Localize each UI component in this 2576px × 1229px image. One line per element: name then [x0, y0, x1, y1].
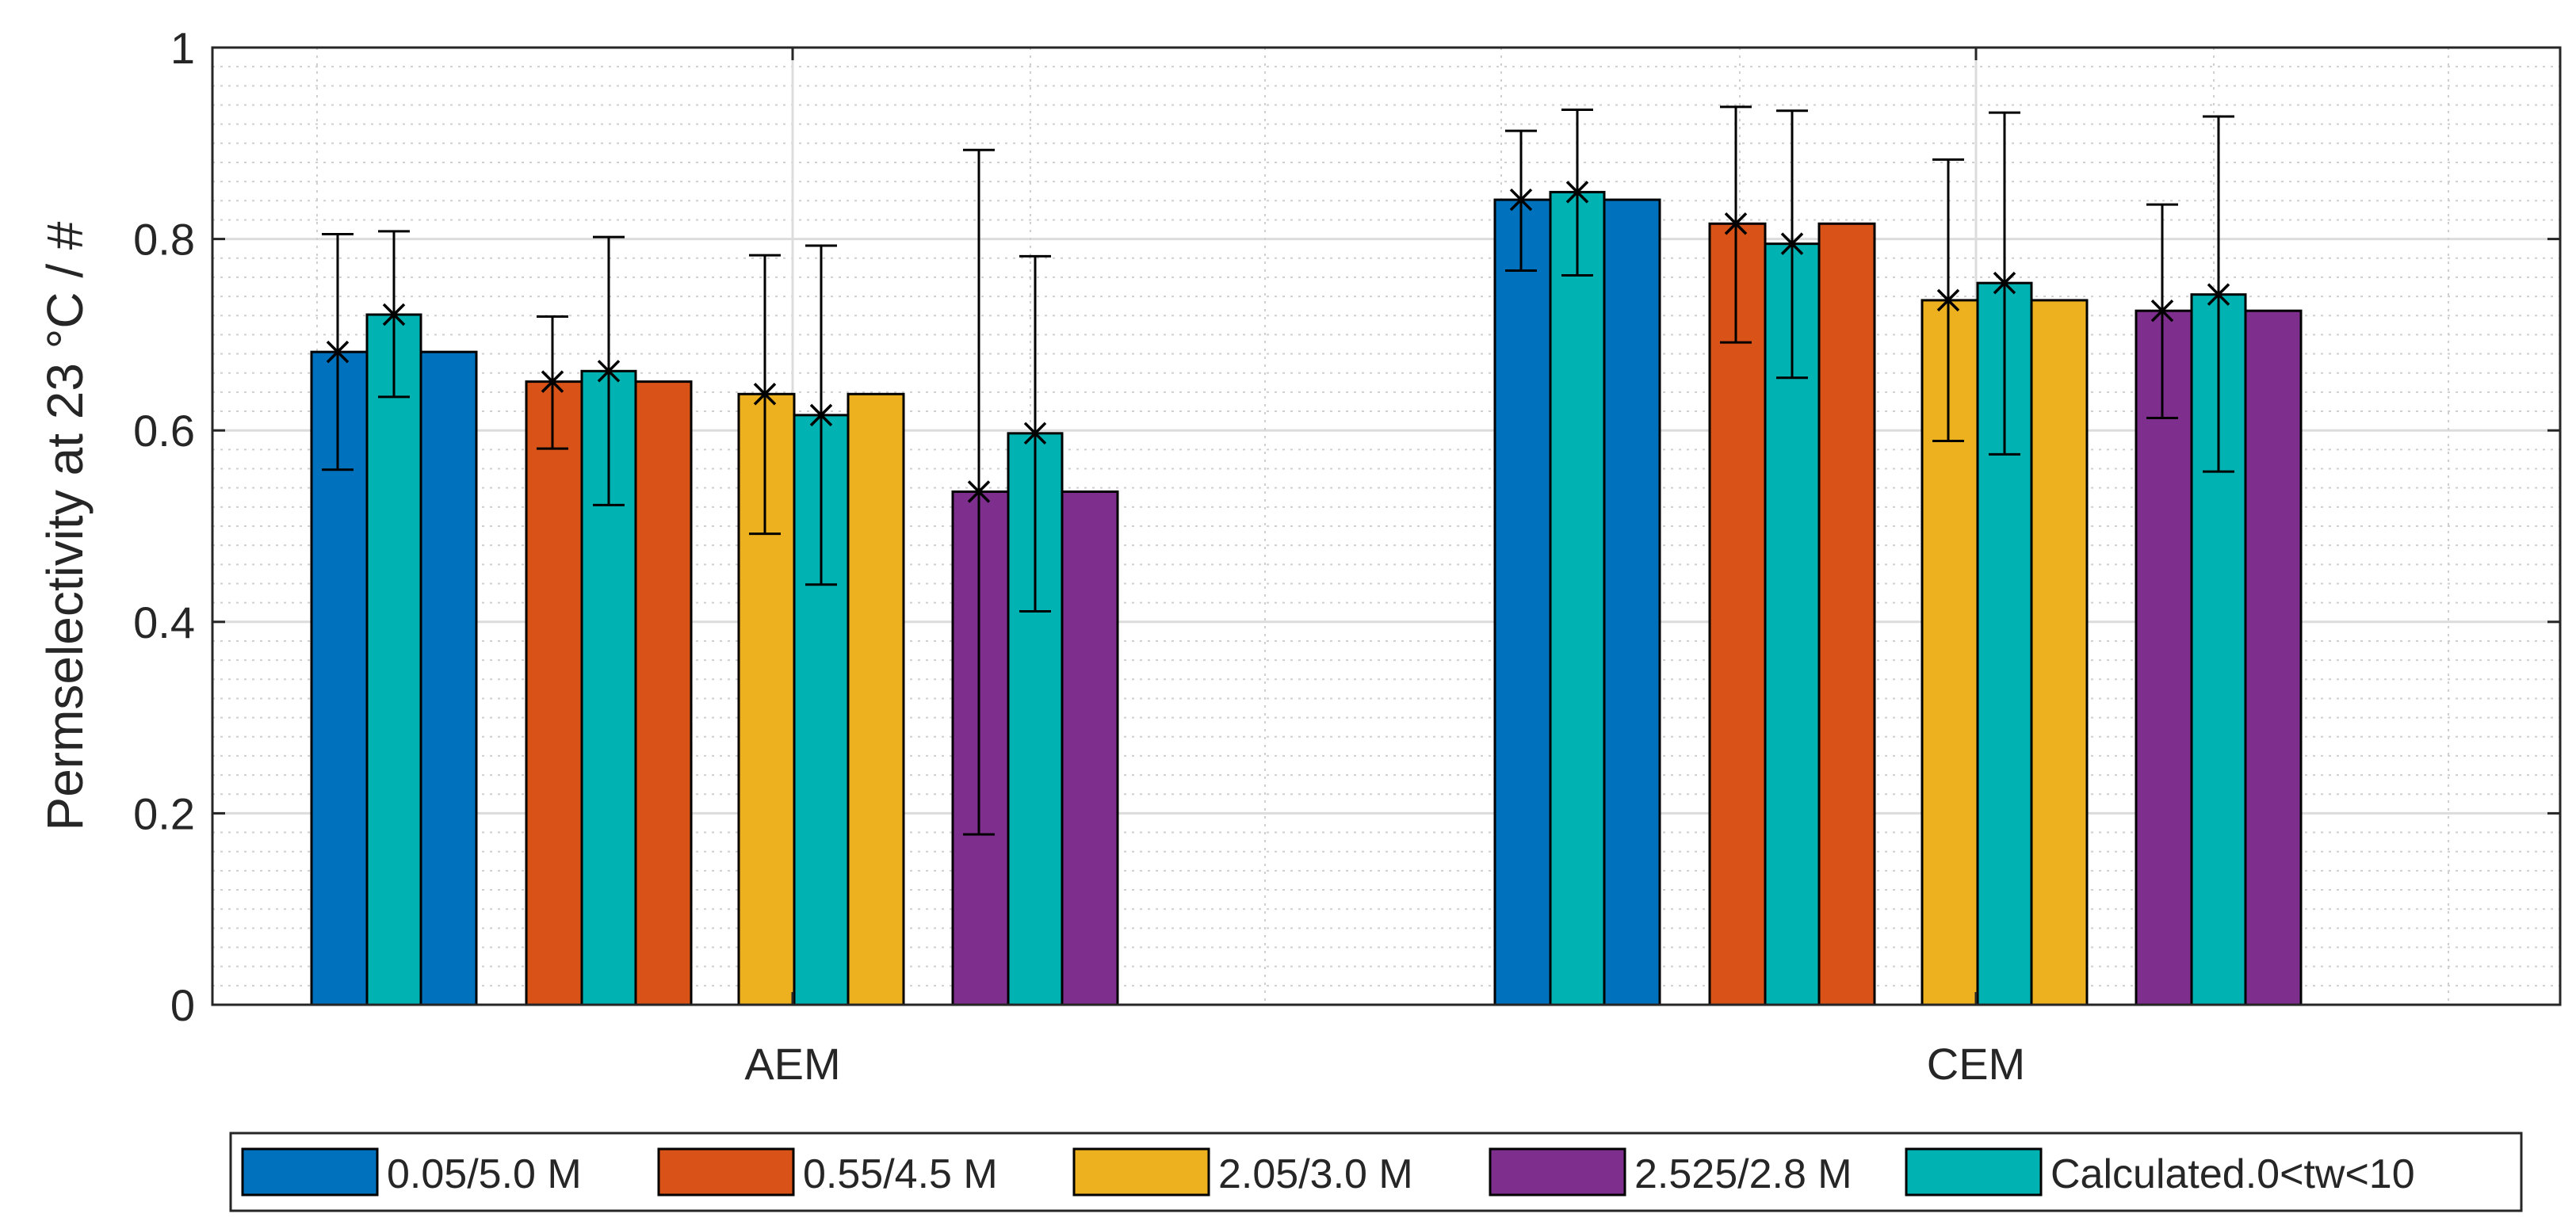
calculated-error-bar	[1776, 109, 1808, 380]
error-bar-marker	[1023, 422, 1047, 445]
bar-cem-series1-right	[1603, 198, 1661, 1006]
bar-cem-series3-left	[1921, 299, 1979, 1006]
legend-entry: 2.525/2.8 M	[1489, 1147, 1852, 1197]
legend-label: 2.525/2.8 M	[1634, 1151, 1852, 1197]
legend-box	[229, 1132, 2523, 1212]
y-tick-label: 0.2	[133, 788, 195, 838]
calculated-error-bar	[378, 230, 410, 399]
measured-error-bar	[1932, 158, 1964, 442]
legend-entry: 0.55/4.5 M	[657, 1147, 998, 1197]
y-tick-label: 0.6	[133, 406, 195, 456]
error-bar-marker	[326, 340, 350, 364]
calculated-error-bar	[1561, 109, 1593, 277]
bar-aem-series2-left	[525, 380, 583, 1006]
error-bar-marker	[967, 480, 991, 503]
bar-aem-calculated1	[365, 313, 422, 1006]
error-bar-marker	[809, 403, 833, 427]
y-axis-ticks: 0 0.2 0.4 0.6 0.8 1	[133, 23, 2560, 1030]
measured-error-bar	[749, 254, 781, 536]
bar-cem-series4-right	[2244, 309, 2303, 1006]
error-bar-marker	[753, 383, 777, 406]
bar-cem-series3-right	[2030, 299, 2089, 1006]
error-bar-marker	[2150, 299, 2174, 323]
y-tick-label: 0	[170, 980, 195, 1030]
measured-error-bar	[1720, 105, 1752, 344]
measured-error-bar	[1505, 129, 1537, 272]
y-tick-label: 1	[170, 23, 195, 73]
bar-aem-series4-right	[1061, 490, 1119, 1006]
calculated-error-bar	[593, 235, 625, 506]
bar-aem-series1-left	[310, 350, 369, 1006]
bar-cem-series2-right	[1817, 222, 1876, 1006]
legend-swatch	[1905, 1147, 2043, 1197]
bar-aem-series3-right	[847, 392, 905, 1006]
bar-aem-series1-right	[419, 350, 478, 1006]
legend: 0.05/5.0 M 0.55/4.5 M 2.05/3.0 M 2.525/2.8 …	[229, 1132, 2523, 1212]
measured-error-bar	[537, 315, 568, 450]
bar-cem-calculated1	[1549, 190, 1606, 1006]
measured-error-bar	[963, 148, 995, 836]
error-bar-marker	[2207, 283, 2230, 306]
calculated-error-bar	[1989, 111, 2020, 456]
bar-aem-series2-right	[634, 380, 693, 1006]
legend-label: 0.05/5.0 M	[387, 1151, 582, 1197]
legend-label: 2.05/3.0 M	[1218, 1151, 1413, 1197]
error-bar-marker	[597, 360, 621, 383]
error-bar-marker	[541, 370, 564, 393]
error-bar-marker	[1993, 271, 2016, 295]
y-tick-label: 0.4	[133, 597, 195, 647]
legend-swatch	[657, 1147, 795, 1197]
error-bars	[322, 105, 2234, 836]
bar-groups	[310, 190, 2303, 1006]
calculated-error-bar	[1019, 254, 1051, 613]
bar-cem-series1-left	[1493, 198, 1552, 1006]
legend-entry: 0.05/5.0 M	[241, 1147, 582, 1197]
bar-aem-series3-left	[737, 392, 796, 1006]
legend-swatch	[1489, 1147, 1626, 1197]
legend-entry: 2.05/3.0 M	[1072, 1147, 1413, 1197]
bar-aem-series4-left	[951, 490, 1010, 1006]
y-tick-label: 0.8	[133, 215, 195, 265]
legend-swatch	[241, 1147, 379, 1197]
legend-label: 0.55/4.5 M	[803, 1151, 998, 1197]
legend-swatch	[1072, 1147, 1210, 1197]
measured-error-bar	[322, 233, 354, 471]
legend-label: Calculated.0<tw<10	[2050, 1151, 2415, 1197]
measured-error-bar	[2146, 203, 2178, 419]
error-bar-marker	[1509, 188, 1533, 212]
x-tick-label: CEM	[1927, 1039, 2025, 1089]
axes-frame	[211, 46, 2562, 1006]
error-bar-marker	[382, 303, 406, 326]
bar-cem-series4-left	[2135, 309, 2193, 1006]
bar-cem-series2-left	[1708, 222, 1767, 1006]
calculated-error-bar	[805, 244, 837, 586]
error-bar-marker	[1936, 288, 1960, 312]
error-bar-marker	[1780, 232, 1804, 255]
legend-entry: Calculated.0<tw<10	[1905, 1147, 2415, 1197]
y-axis-label: Permselectivity at 23 °C / #	[36, 221, 94, 830]
x-axis-ticks: AEM CEM	[744, 48, 2025, 1089]
x-tick-label: AEM	[744, 1039, 840, 1089]
calculated-error-bar	[2203, 115, 2234, 473]
error-bar-marker	[1724, 212, 1748, 235]
error-bar-marker	[1565, 181, 1589, 204]
